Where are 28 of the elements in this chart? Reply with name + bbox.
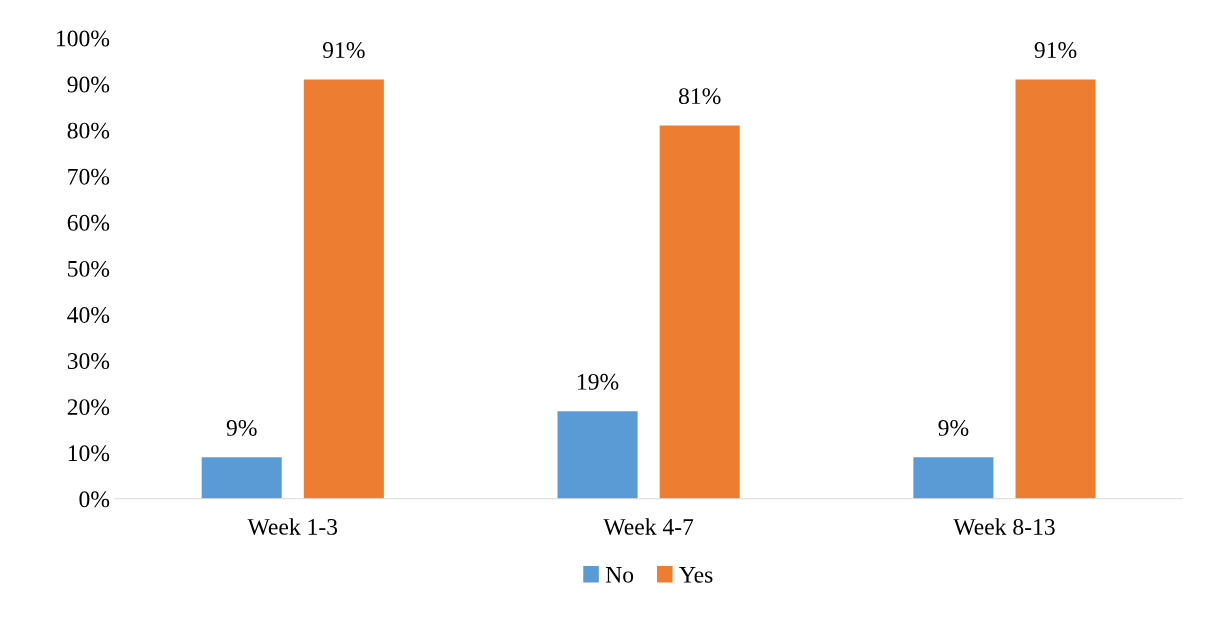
x-tick-label: Week 8-13 (953, 518, 1055, 535)
y-tick-label: 90% (67, 76, 110, 93)
x-tick-label: Week 1-3 (247, 518, 338, 535)
y-tick-label: 0% (79, 491, 110, 508)
y-tick-label: 30% (67, 353, 110, 370)
data-label: 9% (226, 419, 257, 436)
data-label: 91% (1034, 42, 1077, 59)
y-tick-label: 10% (68, 445, 110, 462)
legend-label: Yes (679, 567, 713, 583)
y-tick-label: 70% (68, 168, 110, 185)
y-tick-label: 50% (68, 260, 110, 277)
data-label: 9% (938, 419, 969, 436)
bar (201, 457, 282, 499)
y-tick-label: 100% (56, 30, 110, 47)
bar (1015, 79, 1096, 499)
bar (557, 411, 638, 499)
data-label: 19% (578, 373, 619, 390)
y-tick-label: 20% (67, 399, 110, 416)
y-tick-label: 80% (67, 122, 110, 139)
bar (303, 79, 384, 499)
data-label: 81% (678, 88, 721, 105)
y-tick-label: 40% (67, 306, 110, 323)
data-label: 91% (322, 42, 365, 59)
bar (913, 457, 994, 499)
legend-label: No (605, 567, 634, 583)
bar (659, 125, 740, 499)
y-tick-label: 60% (67, 214, 110, 231)
x-tick-label: Week 4-7 (603, 518, 694, 535)
